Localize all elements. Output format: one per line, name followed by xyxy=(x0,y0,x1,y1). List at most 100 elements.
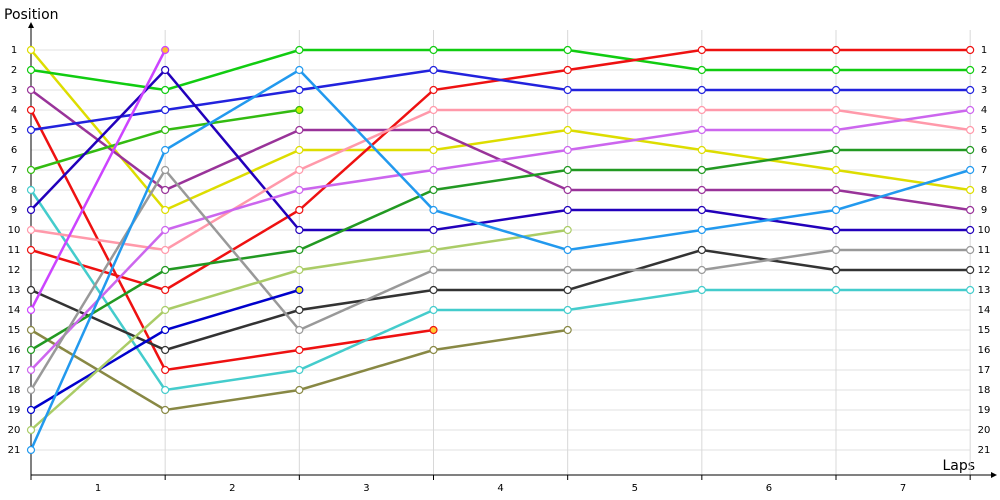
point-marker xyxy=(295,325,304,335)
point-marker xyxy=(295,45,304,55)
x-axis-label: Laps xyxy=(942,458,975,474)
point-marker xyxy=(161,305,170,315)
point-marker xyxy=(429,205,438,215)
y-tick-label: 2 xyxy=(11,65,17,76)
point-marker xyxy=(26,385,36,395)
point-marker xyxy=(161,185,170,195)
y-tick-label: 18 xyxy=(978,385,991,396)
series-line xyxy=(30,148,971,352)
y-tick-label: 21 xyxy=(978,445,991,456)
point-marker xyxy=(295,65,304,75)
point-marker xyxy=(697,285,706,295)
point-marker xyxy=(429,145,438,155)
point-marker xyxy=(697,65,706,75)
point-marker xyxy=(26,245,36,255)
point-marker xyxy=(831,265,841,275)
y-tick-label: 9 xyxy=(981,205,987,216)
point-marker xyxy=(966,245,975,255)
point-marker xyxy=(161,205,170,215)
point-marker xyxy=(429,85,438,95)
point-marker xyxy=(295,365,304,375)
x-tick-label: 2 xyxy=(229,483,235,494)
point-marker xyxy=(966,225,975,235)
point-marker xyxy=(831,205,841,215)
y-tick-label: 8 xyxy=(11,185,17,196)
y-tick-label: 6 xyxy=(981,145,987,156)
series-line xyxy=(29,167,971,391)
y-tick-label: 19 xyxy=(978,405,991,416)
point-marker xyxy=(161,165,170,175)
point-marker xyxy=(831,285,841,295)
point-marker xyxy=(161,325,170,335)
point-marker xyxy=(161,45,170,55)
y-tick-label: 11 xyxy=(8,245,21,256)
point-marker xyxy=(563,165,572,175)
point-marker xyxy=(831,85,841,95)
series-line xyxy=(29,68,971,451)
point-marker xyxy=(697,105,706,115)
point-marker xyxy=(966,205,975,215)
point-marker xyxy=(295,225,304,235)
series-line xyxy=(30,108,971,252)
point-marker xyxy=(295,125,304,135)
point-marker xyxy=(563,45,572,55)
x-tick-label: 3 xyxy=(363,483,369,494)
y-tick-label: 5 xyxy=(11,125,17,136)
point-marker xyxy=(563,145,572,155)
x-tick-label: 1 xyxy=(95,483,101,494)
point-marker xyxy=(26,45,36,55)
point-marker xyxy=(295,265,304,275)
point-marker xyxy=(295,145,304,155)
point-marker xyxy=(26,125,36,135)
y-tick-label: 4 xyxy=(981,105,987,116)
y-tick-label: 10 xyxy=(8,225,21,236)
y-tick-label: 6 xyxy=(11,145,17,156)
point-marker xyxy=(26,325,36,335)
point-marker xyxy=(697,165,706,175)
y-tick-label: 8 xyxy=(981,185,987,196)
point-marker xyxy=(295,245,304,255)
point-marker xyxy=(161,345,170,355)
point-marker xyxy=(697,45,706,55)
point-marker xyxy=(26,285,36,295)
point-marker xyxy=(429,345,438,355)
point-marker xyxy=(429,165,438,175)
point-marker xyxy=(161,265,170,275)
x-tick-label: 7 xyxy=(900,483,906,494)
y-tick-label: 15 xyxy=(8,325,21,336)
point-marker xyxy=(429,105,438,115)
point-marker xyxy=(26,65,36,75)
y-tick-label: 9 xyxy=(11,205,17,216)
series-line xyxy=(29,49,167,311)
point-marker xyxy=(26,345,36,355)
axis-arrow xyxy=(991,472,997,478)
point-marker xyxy=(831,165,841,175)
point-marker xyxy=(429,65,438,75)
point-marker xyxy=(429,265,438,275)
point-marker xyxy=(161,85,170,95)
point-marker xyxy=(26,405,36,415)
y-tick-label: 20 xyxy=(978,425,991,436)
point-marker xyxy=(831,65,841,75)
x-tick-label: 4 xyxy=(497,483,503,494)
y-tick-label: 10 xyxy=(978,225,991,236)
point-marker xyxy=(161,145,170,155)
point-marker xyxy=(831,225,841,235)
y-tick-label: 13 xyxy=(978,285,991,296)
point-marker xyxy=(295,385,304,395)
point-marker xyxy=(563,285,572,295)
y-tick-label: 3 xyxy=(11,85,17,96)
y-tick-label: 11 xyxy=(978,245,991,256)
point-marker xyxy=(26,185,36,195)
y-tick-label: 21 xyxy=(8,445,21,456)
point-marker xyxy=(563,245,572,255)
y-tick-label: 14 xyxy=(8,305,21,316)
y-tick-label: 5 xyxy=(981,125,987,136)
point-marker xyxy=(966,105,975,115)
y-axis-label: Position xyxy=(4,7,59,23)
point-marker xyxy=(161,365,170,375)
point-marker xyxy=(831,105,841,115)
series-line xyxy=(30,49,971,212)
point-marker xyxy=(429,225,438,235)
